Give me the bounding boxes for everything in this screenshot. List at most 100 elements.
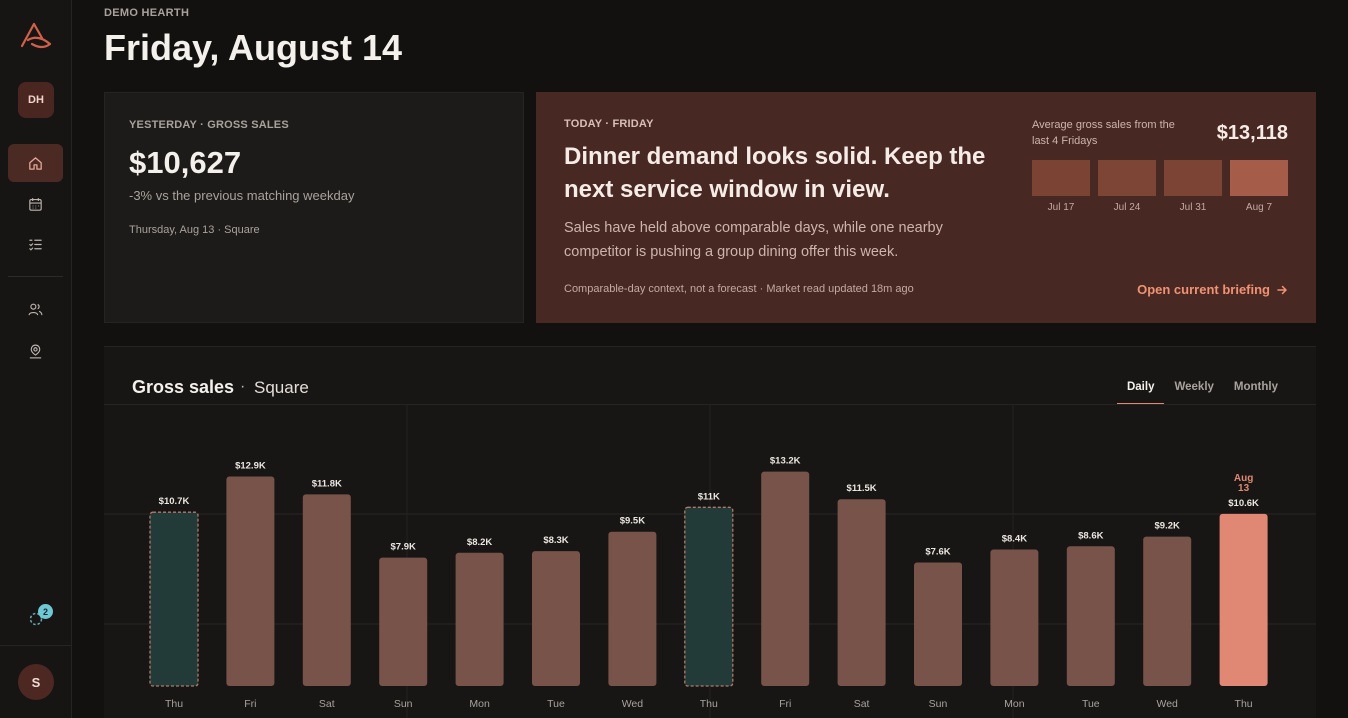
tab-daily[interactable]: Daily (1116, 379, 1165, 405)
friday-bar (1098, 160, 1156, 196)
card-eyebrow: YESTERDAY · GROSS SALES (129, 119, 289, 131)
bar (226, 476, 275, 686)
bar-value-label: $11.8K (312, 478, 342, 489)
user-avatar[interactable]: S (18, 664, 54, 700)
bar-value-label: $7.6K (925, 547, 950, 558)
bar (379, 557, 428, 686)
yesterday-sales-card: YESTERDAY · GROSS SALES $10,627 -3% vs t… (104, 92, 524, 323)
today-briefing-card: TODAY · FRIDAY Dinner demand looks solid… (536, 92, 1316, 323)
x-axis-tick-label: Sun (929, 698, 948, 710)
x-axis-tick-label: Wed (1156, 698, 1178, 710)
bar-value-label: $10.6K (1228, 498, 1259, 509)
current-day-bar (1219, 513, 1268, 686)
sidebar: DH 2 S (0, 0, 72, 718)
checklist-icon (29, 239, 42, 251)
nav-home-button[interactable] (8, 144, 63, 182)
calendar-icon (29, 197, 42, 211)
bar (1066, 546, 1115, 686)
average-value: $13,118 (1216, 122, 1288, 144)
notification-badge: 2 (38, 604, 53, 619)
x-axis-tick-label: Wed (622, 698, 644, 710)
friday-comparison-bars: Jul 17 Jul 24 Jul 31 Aug 7 (1032, 160, 1288, 220)
bar-value-label: $8.3K (543, 535, 568, 546)
tab-monthly[interactable]: Monthly (1233, 381, 1278, 393)
friday-bar-label: Jul 17 (1047, 202, 1075, 213)
bar-value-label: $8.2K (467, 537, 492, 548)
period-tabs: Daily Weekly Monthly (1116, 379, 1288, 405)
bar-value-label: $8.6K (1078, 530, 1103, 541)
sidebar-divider (8, 276, 63, 277)
bar-value-label: $11K (698, 491, 720, 502)
comparable-day-bar (149, 511, 199, 687)
friday-bar-label: Jul 31 (1179, 202, 1207, 213)
x-axis-tick-label: Tue (1082, 698, 1100, 710)
gross-sales-panel: Gross sales · Square Daily Weekly Monthl… (104, 346, 1316, 718)
chart-title: Gross sales (132, 377, 235, 397)
sales-source: Thursday, Aug 13 · Square (129, 224, 260, 236)
bar-value-label: $9.5K (620, 516, 645, 527)
friday-bar-label: Jul 24 (1113, 202, 1141, 213)
sidebar-divider (0, 645, 72, 646)
bar-value-label: $9.2K (1155, 521, 1180, 532)
x-axis-tick-label: Mon (1004, 698, 1025, 710)
gross-sales-chart: $10.7K Thu $12.9K Fri $11.8K Sat $7.9K Sun $8.2K… (104, 405, 1316, 718)
bar-value-label: $11.5K (847, 483, 877, 494)
location-user-icon (29, 344, 42, 358)
bar-value-label: $10.7K (159, 496, 190, 507)
bar (1143, 536, 1192, 686)
friday-bar (1032, 160, 1090, 196)
x-axis-tick-label: Thu (1235, 698, 1253, 710)
current-day-label: 13 (1238, 483, 1250, 494)
x-axis-tick-label: Fri (244, 698, 256, 710)
x-axis-tick-label: Sat (854, 698, 870, 710)
briefing-headline: Dinner demand looks solid. Keep the next… (564, 143, 986, 203)
app-logo-icon[interactable] (18, 20, 54, 52)
bar (837, 499, 886, 686)
bar (608, 531, 657, 686)
x-axis-tick-label: Thu (700, 698, 718, 710)
bar-value-label: $7.9K (391, 542, 416, 553)
notifications-button[interactable]: 2 (26, 604, 56, 630)
bar (914, 562, 962, 686)
bar (455, 552, 504, 686)
bar-value-label: $13.2K (770, 456, 801, 467)
home-icon (29, 156, 42, 170)
bar-value-label: $12.9K (235, 460, 266, 471)
chart-title-separator: · (240, 378, 246, 395)
bar (761, 471, 810, 686)
friday-bar (1230, 160, 1288, 196)
bar (990, 549, 1039, 686)
chart-header-divider (104, 404, 1316, 405)
org-name: DEMO HEARTH (104, 7, 190, 19)
open-briefing-label: Open current briefing (1137, 282, 1270, 297)
open-briefing-link[interactable]: Open current briefing (1137, 282, 1288, 297)
sales-delta: -3% vs the previous matching weekday (129, 188, 355, 203)
x-axis-tick-label: Sun (394, 698, 413, 710)
workspace-avatar[interactable]: DH (18, 82, 54, 118)
nav-calendar-button[interactable] (8, 185, 63, 223)
page-title: Friday, August 14 (104, 27, 403, 68)
arrow-right-icon (1277, 285, 1288, 294)
comparable-day-bar (684, 506, 734, 687)
x-axis-tick-label: Fri (779, 698, 791, 710)
briefing-body: Sales have held above comparable days, w… (564, 220, 943, 260)
nav-tasks-button[interactable] (8, 225, 63, 263)
loading-circle-icon (29, 612, 43, 626)
x-axis-tick-label: Tue (547, 698, 565, 710)
x-axis-tick-label: Mon (469, 698, 490, 710)
bar-value-label: $8.4K (1002, 534, 1027, 545)
bar (302, 494, 351, 686)
yesterday-sales-value: $10,627 (129, 145, 242, 180)
average-label: Average gross sales from the last 4 Frid… (1032, 119, 1175, 147)
x-axis-tick-label: Thu (165, 698, 183, 710)
bar (532, 551, 580, 686)
nav-locations-button[interactable] (8, 332, 63, 370)
users-icon (28, 303, 43, 315)
nav-team-button[interactable] (8, 290, 63, 328)
tab-weekly[interactable]: Weekly (1174, 381, 1214, 393)
card-eyebrow: TODAY · FRIDAY (564, 118, 654, 130)
x-axis-tick-label: Sat (319, 698, 335, 710)
briefing-footnote: Comparable-day context, not a forecast ·… (564, 283, 914, 295)
friday-bar (1164, 160, 1222, 196)
friday-bar-label: Aug 7 (1245, 202, 1273, 213)
